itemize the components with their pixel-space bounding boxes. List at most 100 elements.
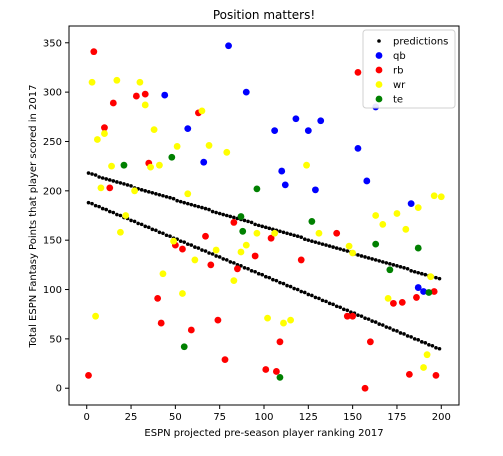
predictions-point [158,230,162,234]
qb-point [271,127,278,134]
qb-point [243,89,250,96]
predictions-point [119,214,123,218]
te-point [238,213,245,220]
wr-point [160,270,167,277]
chart-title: Position matters! [213,8,315,22]
wr-point [420,364,427,371]
y-tick-label: 150 [43,236,62,247]
predictions-point [268,227,272,231]
wr-point [254,230,261,237]
wr-point [94,136,101,143]
te-point [121,162,128,169]
rb-point [355,69,362,76]
rb-point [252,253,259,260]
predictions-point [172,197,176,201]
wr-point [156,162,163,169]
predictions-point [151,228,155,232]
predictions-point [413,270,417,274]
predictions-point [406,334,410,338]
predictions-point [278,281,282,285]
te-point [415,245,422,252]
predictions-point [229,215,233,219]
rb-point [399,299,406,306]
te-point [277,374,284,381]
legend-predictions-label: predictions [393,37,448,48]
predictions-point [186,202,190,206]
predictions-point [122,182,126,186]
predictions-point [182,240,186,244]
legend-rb-label: rb [393,66,403,77]
legend-wr-label: wr [393,80,406,91]
predictions-point [420,340,424,344]
predictions-point [314,240,318,244]
wr-point [122,212,129,219]
rb-point [215,317,222,324]
predictions-point [140,223,144,227]
wr-point [142,102,149,109]
wr-point [349,250,356,257]
predictions-point [310,294,314,298]
predictions-point [101,207,105,211]
predictions-point [356,313,360,317]
x-axis: 0 25 50 75 100 125 150 175 200 [84,405,451,423]
predictions-point [285,284,289,288]
predictions-point [303,237,307,241]
wr-point [271,230,278,237]
predictions-point [310,239,314,243]
predictions-point [342,307,346,311]
predictions-point [158,193,162,197]
predictions-point [321,242,325,246]
predictions-point [190,203,194,207]
wr-point [372,212,379,219]
predictions-point [225,258,229,262]
rb-point [413,294,420,301]
predictions-point [115,180,119,184]
predictions-point [90,172,94,176]
wr-point [431,192,438,199]
rb-point [298,257,305,264]
predictions-point [388,326,392,330]
predictions-point [112,211,116,215]
predictions-point [317,241,321,245]
qb-point [293,115,300,122]
predictions-point [331,245,335,249]
rb-point [101,124,108,131]
predictions-point [392,263,396,267]
predictions-point [381,260,385,264]
predictions-point [143,189,147,193]
predictions-point [292,233,296,237]
predictions-point [207,251,211,255]
rb-point [154,295,161,302]
rb-point [390,300,397,307]
predictions-point [207,208,211,212]
rb-point [277,338,284,345]
predictions-point [197,205,201,209]
predictions-point [321,299,325,303]
wr-point [113,77,120,84]
predictions-point [402,266,406,270]
predictions-point [427,343,431,347]
x-tick-label: 150 [343,412,362,423]
predictions-point [346,249,350,253]
predictions-point [87,201,91,205]
predictions-point [147,190,151,194]
predictions-point [434,346,438,350]
y-axis: 050100150200250300350 [43,38,69,394]
y-tick-label: 200 [43,186,62,197]
rb-point [158,320,165,327]
y-tick-label: 0 [56,384,62,395]
qb-point [317,117,324,124]
wr-point [379,221,386,228]
legend-wr-marker [376,81,383,88]
predictions-point [161,194,165,198]
te-point [372,241,379,248]
predictions-point [101,176,105,180]
predictions-point [165,233,169,237]
predictions-point [129,219,133,223]
predictions-point [289,285,293,289]
predictions-point [175,199,179,203]
predictions-point [416,271,420,275]
predictions-point [299,235,303,239]
predictions-point [399,331,403,335]
qb-point [312,186,319,193]
